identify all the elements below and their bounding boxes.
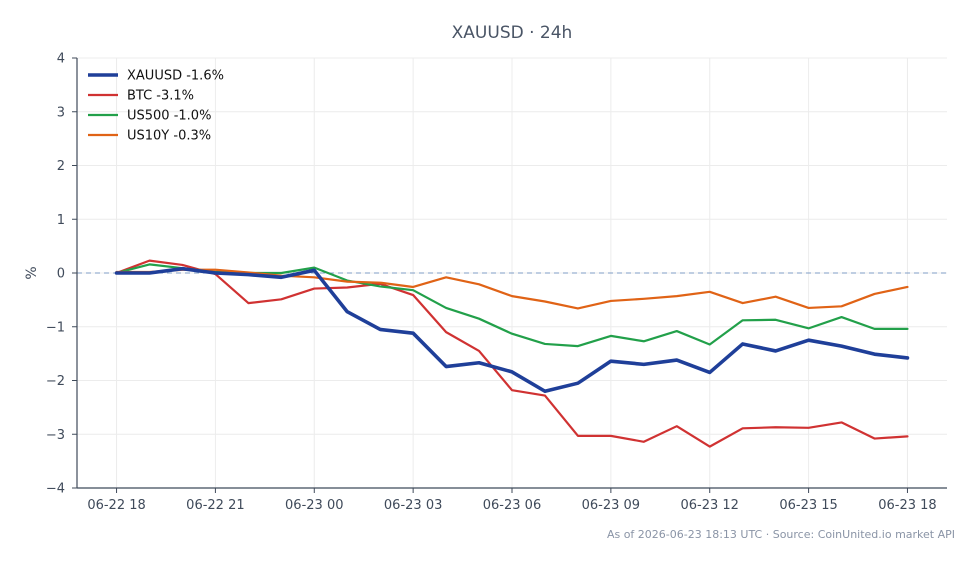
legend-label-us500: US500 -1.0% (127, 109, 211, 124)
x-tick-label: 06-23 15 (779, 498, 837, 513)
y-tick-label: 4 (57, 52, 65, 67)
x-tick-label: 06-23 18 (878, 498, 936, 513)
legend-label-btc: BTC -3.1% (127, 89, 194, 104)
legend: XAUUSD -1.6% BTC -3.1% US500 -1.0% US10Y -0… (88, 69, 224, 144)
y-tick-label: 1 (57, 213, 65, 228)
series-line-us10y (115, 268, 909, 310)
series-line-btc (115, 259, 909, 448)
x-tick-label: 06-23 12 (681, 498, 739, 513)
y-tick-label: 3 (57, 105, 65, 120)
y-tick-label: −2 (46, 374, 65, 389)
axes: −4 −3 −2 −1 0 1 2 3 4 06-22 18 06-22 21 06-23 00 06-… (46, 52, 947, 513)
legend-label-xauusd: XAUUSD -1.6% (127, 69, 224, 84)
x-tick-label: 06-23 00 (285, 498, 343, 513)
footer-note: As of 2026-06-23 18:13 UTC · Source: Coi… (607, 528, 955, 541)
series-lines (114, 259, 910, 448)
y-tick-label: −3 (46, 428, 65, 443)
chart-title: XAUUSD · 24h (452, 23, 573, 43)
x-tick-label: 06-23 09 (582, 498, 640, 513)
x-tick-label: 06-22 18 (87, 498, 145, 513)
y-tick-label: −1 (46, 320, 65, 335)
legend-label-us10y: US10Y -0.3% (127, 129, 211, 144)
y-tick-label: 2 (57, 159, 65, 174)
y-axis-label: % (24, 266, 40, 279)
y-tick-label: 0 (57, 267, 65, 282)
y-tick-label: −4 (46, 482, 65, 497)
x-tick-label: 06-22 21 (186, 498, 244, 513)
series-line-xauusd (114, 266, 910, 394)
x-tick-label: 06-23 06 (483, 498, 541, 513)
x-tick-label: 06-23 03 (384, 498, 442, 513)
